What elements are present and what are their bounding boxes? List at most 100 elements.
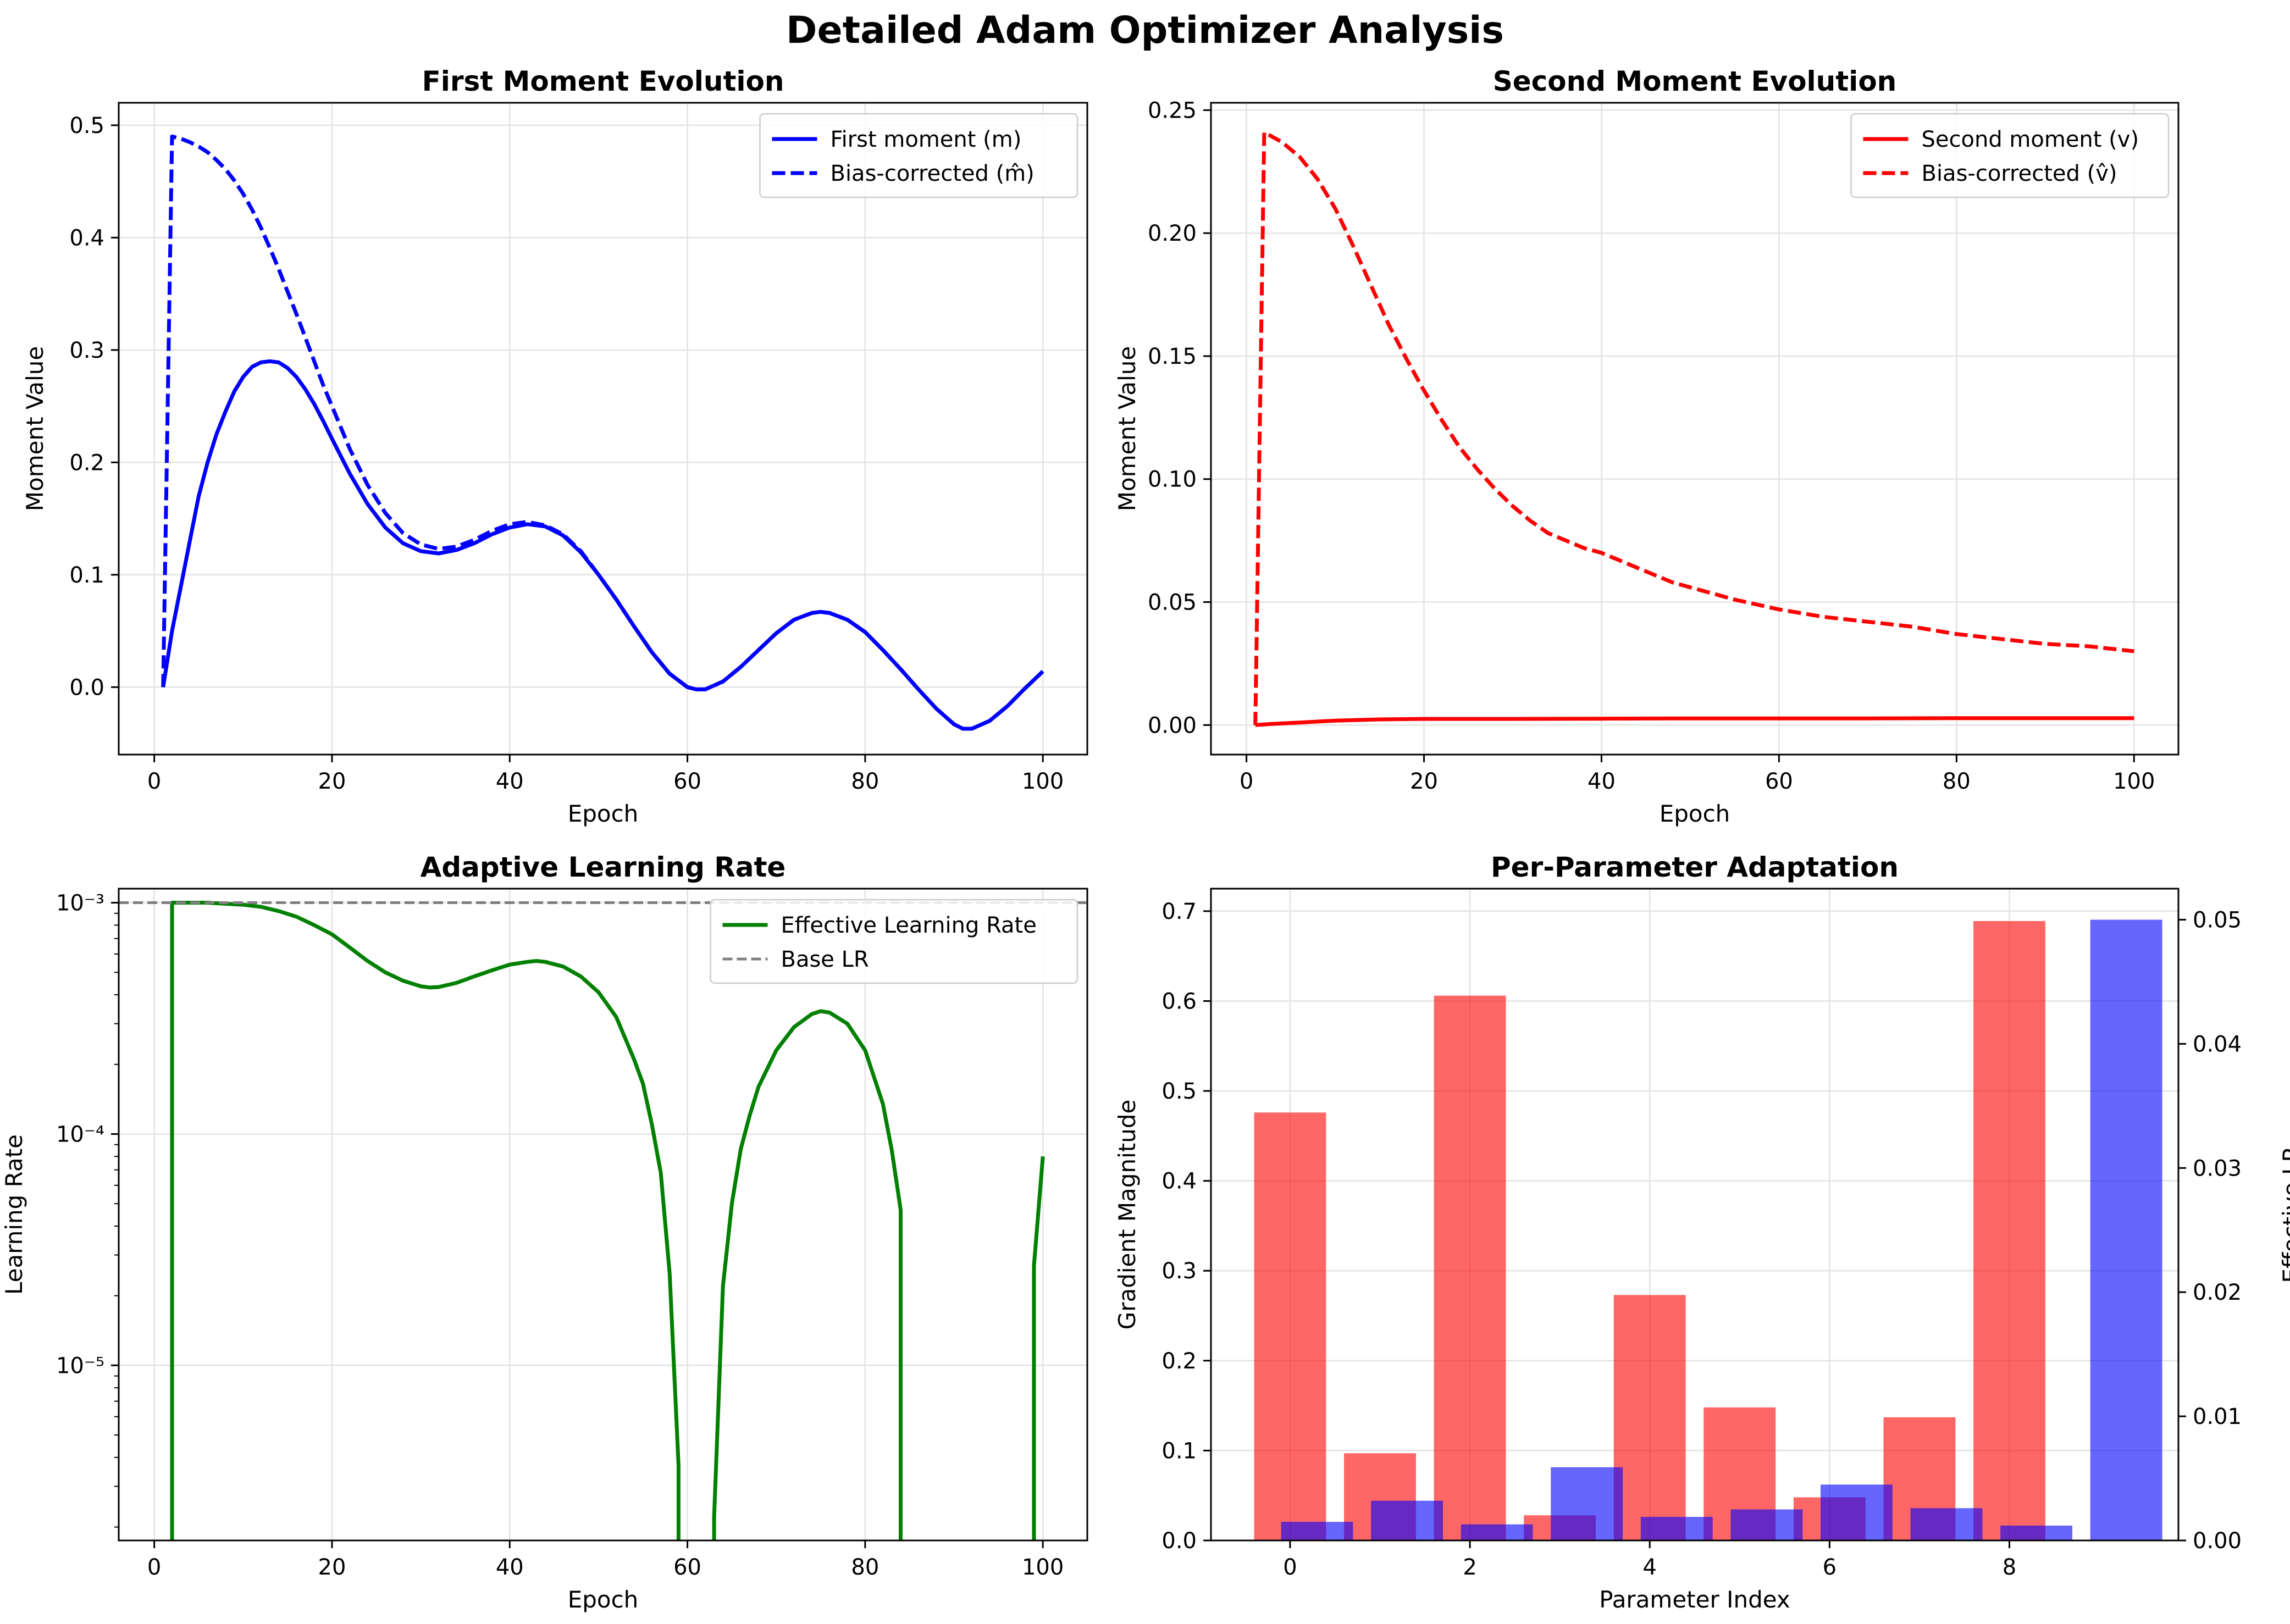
y-axis-label: Moment Value [1114,346,1141,511]
y-axis-label: Moment Value [21,346,48,511]
x-tick-label: 6 [1823,1555,1837,1580]
series-line-0 [1255,716,2134,727]
y-tick-label: 0.0 [69,675,104,700]
y-tick-label: 10⁻³ [56,891,104,916]
x-tick-label: 60 [673,769,701,794]
y-tick-label: 0.2 [69,450,104,475]
x-tick-label: 100 [1022,1555,1064,1580]
plot-frame [118,102,1088,756]
y-tick-label: 0.4 [1161,1169,1197,1194]
x-tick-label: 0 [1240,769,1253,794]
y-tick-label: 0.7 [1161,899,1197,924]
effective-lr-bar [1371,1500,1443,1540]
y-tick-label: 0.3 [69,338,104,363]
effective-lr-bar [1281,1522,1353,1540]
gradient-bar [1613,1295,1686,1540]
y-tick-label: 0.5 [1161,1079,1197,1104]
y-tick-label: 10⁻⁴ [56,1122,104,1147]
y-tick-label: 0.2 [1161,1349,1197,1374]
x-tick-label: 4 [1642,1555,1656,1580]
panel-title: Adaptive Learning Rate [421,851,786,883]
legend-label: Bias-corrected (v̂) [1922,161,2117,186]
y-tick-label: 0.3 [1161,1259,1197,1284]
legend-label: Base LR [781,947,869,972]
y-axis-label: Learning Rate [1,1134,27,1295]
x-axis-label: Parameter Index [1599,1586,1790,1613]
x-tick-label: 8 [2003,1555,2016,1580]
effective-lr-bar [1910,1508,1983,1540]
x-tick-label: 0 [1283,1555,1297,1580]
plot-area [1254,919,2162,1540]
y-axis-label: Gradient Magnitude [1114,1100,1141,1330]
effective-lr-bar [1820,1484,1893,1540]
x-axis-label: Epoch [568,1586,639,1613]
x-tick-label: 40 [496,769,524,794]
right-y-tick-label: 0.04 [2193,1032,2242,1057]
effective-lr-bar [1461,1524,1533,1540]
legend: First moment (m) Bias-corrected (m̂) [759,113,1078,198]
plot-frame [118,888,1088,1542]
series-line-0-seg-1 [712,1009,903,1540]
learning-rate-chart: 0 20 40 60 80 100 10⁻⁵ 10⁻⁴ 10⁻³ Adaptive Learnin… [1,851,1088,1613]
legend-label: Second moment (v) [1922,127,2139,152]
x-tick-label: 0 [147,769,161,794]
plot-area [161,134,1044,731]
x-tick-label: 80 [851,1555,879,1580]
series-line-1 [161,134,1044,731]
right-y-tick-label: 0.02 [2193,1280,2242,1305]
x-tick-label: 20 [318,1555,346,1580]
plot-area [1253,130,2134,727]
x-tick-label: 60 [673,1555,701,1580]
first-moment-chart: 0 20 40 60 80 100 0.0 0.1 0.2 0.3 0.4 0.5 First Mome… [21,65,1088,827]
panel-title: Second Moment Evolution [1493,65,1897,97]
y-tick-label: 0.20 [1148,221,1197,246]
x-tick-label: 40 [1587,769,1616,794]
right-y-tick-label: 0.01 [2193,1404,2242,1429]
legend-label: First moment (m) [831,127,1022,152]
x-tick-label: 80 [1943,769,1971,794]
legend: Second moment (v) Bias-corrected (v̂) [1850,113,2170,198]
series-line-0-seg-2 [1032,1156,1045,1540]
effective-lr-bar [2000,1525,2072,1540]
y-tick-label: 0.05 [1148,590,1197,616]
gradient-bar [1973,921,2045,1540]
legend-label: Effective Learning Rate [781,913,1037,938]
gradient-bar [1254,1112,1326,1540]
y-tick-label: 10⁻⁵ [56,1353,104,1378]
effective-lr-bar [2090,919,2162,1540]
x-tick-label: 100 [1022,769,1064,794]
effective-lr-bar [1640,1517,1713,1540]
second-moment-chart: 0 20 40 60 80 100 0.00 0.05 0.10 0.15 0.20 0.25 Seco… [1114,65,2180,827]
y-tick-label: 0.00 [1148,713,1197,738]
effective-lr-bar [1730,1509,1803,1540]
y-tick-label: 0.1 [1161,1438,1197,1464]
y-tick-label: 0.10 [1148,467,1197,492]
effective-lr-bar [1551,1467,1623,1540]
panel-title: Per-Parameter Adaptation [1491,851,1899,883]
right-y-tick-label: 0.03 [2193,1156,2242,1181]
panel-title: First Moment Evolution [422,65,784,97]
per-parameter-chart: 0.00 0.01 0.02 0.03 0.04 0.05 Effective LR 0 2 4 6… [1114,851,2290,1613]
right-y-tick-label: 0.00 [2193,1528,2242,1554]
plot-frame [1210,102,2180,756]
x-tick-label: 80 [851,769,879,794]
y-tick-label: 0.25 [1148,98,1197,123]
x-axis-label: Epoch [1660,800,1730,827]
right-y-axis-label: Effective LR [2278,1146,2290,1283]
legend: Effective Learning Rate Base LR [710,899,1078,984]
legend-box [1850,113,2170,198]
x-tick-label: 0 [147,1555,161,1580]
x-tick-label: 40 [496,1555,524,1580]
y-tick-label: 0.15 [1148,344,1197,369]
y-tick-label: 0.1 [69,563,104,588]
plot-frame [1210,888,2180,1542]
legend-box [759,113,1078,198]
x-tick-label: 20 [318,769,346,794]
series-line-0-seg-0 [170,901,681,1540]
x-tick-label: 20 [1410,769,1438,794]
right-y-tick-label: 0.05 [2193,907,2242,933]
y-tick-label: 0.4 [69,225,104,251]
gradient-bar [1434,995,1506,1540]
legend-label: Bias-corrected (m̂) [831,161,1035,186]
